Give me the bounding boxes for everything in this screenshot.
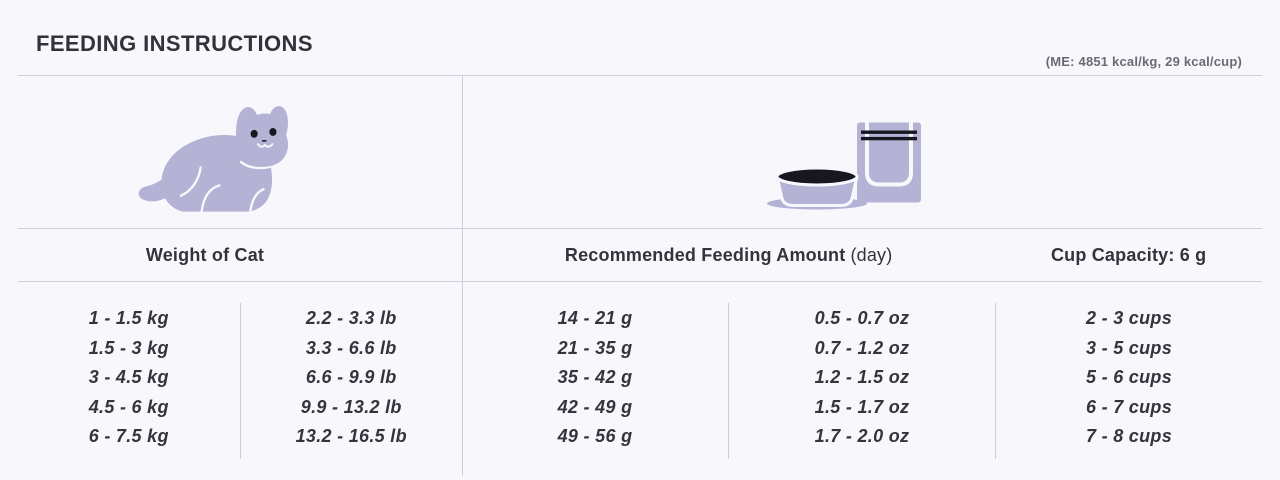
- cat-icon: [138, 106, 289, 213]
- table-cell: 3 - 5 cups: [1085, 337, 1173, 358]
- kg-lb-divider: [239, 303, 241, 459]
- recommended-feeding-amount-header: Recommended Feeding Amount (day): [462, 229, 995, 281]
- column-header-row: Weight of Cat Recommended Feeding Amount…: [18, 229, 1262, 282]
- weight-columns: 1 - 1.5 kg 1.5 - 3 kg 3 - 4.5 kg 4.5 - 6 kg…: [18, 282, 462, 479]
- table-cell: 1 - 1.5 kg: [88, 308, 169, 328]
- table-cell: 1.5 - 3 kg: [88, 337, 169, 358]
- table-cell: 9.9 - 13.2 lb: [300, 396, 402, 417]
- table-cell: 14 - 21 g: [557, 308, 633, 328]
- table-cell: 7 - 8 cups: [1085, 426, 1173, 447]
- table-cell: 6 - 7.5 kg: [88, 426, 169, 447]
- weight-header-cell: Weight of Cat: [18, 229, 462, 281]
- table-cell: 1.2 - 1.5 oz: [814, 367, 910, 388]
- metabolizable-energy-note: (ME: 4851 kcal/kg, 29 kcal/cup): [1045, 54, 1242, 69]
- g-oz-divider: [728, 303, 729, 459]
- table-cell: 3 - 4.5 kg: [88, 367, 169, 388]
- main-vertical-divider: [462, 76, 463, 476]
- table-cell: 0.5 - 0.7 oz: [814, 308, 910, 328]
- amount-oz-column: 0.5 - 0.7 oz 0.7 - 1.2 oz 1.2 - 1.5 oz 1.5 …: [729, 282, 995, 479]
- table-cell: 2.2 - 3.3 lb: [305, 308, 397, 328]
- table-cell: 2 - 3 cups: [1085, 308, 1173, 328]
- oz-cups-divider: [995, 303, 996, 459]
- feeding-amount-label: Recommended Feeding Amount: [564, 244, 846, 265]
- table-cell: 6.6 - 9.9 lb: [305, 367, 397, 388]
- table-cell: 35 - 42 g: [557, 367, 633, 388]
- weight-kg-column: 1 - 1.5 kg 1.5 - 3 kg 3 - 4.5 kg 4.5 - 6 kg…: [18, 282, 240, 479]
- amount-g-column: 14 - 21 g 21 - 35 g 35 - 42 g 42 - 49 g 49 -…: [462, 282, 728, 479]
- table-cell: 6 - 7 cups: [1085, 396, 1173, 417]
- table-cell: 1.7 - 2.0 oz: [814, 426, 910, 447]
- feeding-illustration-cell: [462, 76, 1262, 228]
- weight-illustration-cell: [18, 76, 462, 228]
- amount-cups-column: 2 - 3 cups 3 - 5 cups 5 - 6 cups 6 - 7 cups…: [996, 282, 1262, 479]
- table-cell: 3.3 - 6.6 lb: [305, 337, 397, 358]
- feeding-header-cells: Recommended Feeding Amount (day) Cup Cap…: [462, 229, 1262, 281]
- table-cell: 5 - 6 cups: [1085, 367, 1173, 388]
- table-cell: 13.2 - 16.5 lb: [295, 426, 407, 447]
- weight-of-cat-header: Weight of Cat: [145, 244, 265, 265]
- table-cell: 21 - 35 g: [557, 337, 633, 358]
- data-row-area: 1 - 1.5 kg 1.5 - 3 kg 3 - 4.5 kg 4.5 - 6 kg…: [18, 282, 1262, 479]
- table-cell: 49 - 56 g: [557, 426, 633, 447]
- table-cell: 4.5 - 6 kg: [88, 396, 169, 417]
- table-cell: 42 - 49 g: [557, 396, 633, 417]
- weight-lb-column: 2.2 - 3.3 lb 3.3 - 6.6 lb 6.6 - 9.9 lb 9.9 …: [241, 282, 463, 479]
- page-title: FEEDING INSTRUCTIONS: [36, 31, 313, 56]
- per-day-label: (day): [850, 244, 893, 265]
- panel-header: FEEDING INSTRUCTIONS (ME: 4851 kcal/kg, …: [0, 0, 1280, 75]
- table-cell: 0.7 - 1.2 oz: [814, 337, 910, 358]
- amount-columns: 14 - 21 g 21 - 35 g 35 - 42 g 42 - 49 g 49 -…: [462, 282, 1262, 479]
- table-cell: 1.5 - 1.7 oz: [814, 396, 910, 417]
- food-bowl-and-bag-icon: [767, 122, 921, 210]
- cup-capacity-header: Cup Capacity: 6 g: [1050, 244, 1207, 265]
- illustration-row: [18, 76, 1262, 229]
- feeding-table: Weight of Cat Recommended Feeding Amount…: [18, 75, 1262, 480]
